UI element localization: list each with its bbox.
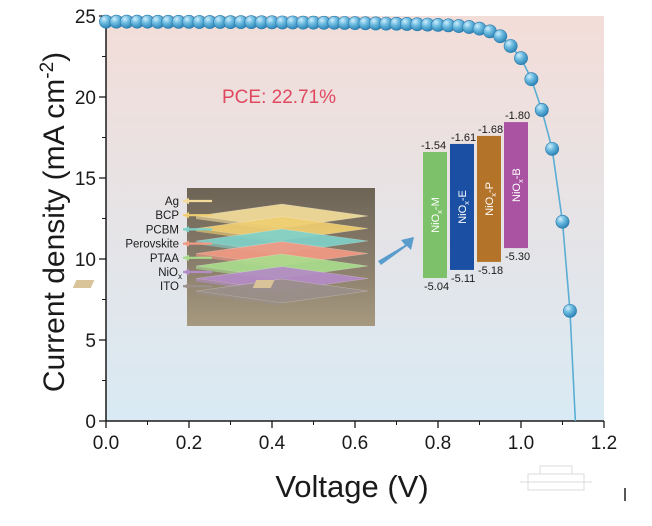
data-point (514, 51, 528, 66)
layer-label: PTAA (150, 253, 180, 265)
homo-label: -5.30 (505, 251, 530, 263)
layer-pointer-head (183, 254, 189, 261)
device-layer-edge (196, 291, 282, 306)
layer-label: NiOx (158, 267, 182, 281)
lumo-label: -1.80 (505, 110, 530, 122)
data-point (524, 72, 539, 87)
layer-label: Ag (165, 196, 179, 208)
layer-pointer-head (183, 268, 189, 276)
layer-label: ITO (160, 281, 179, 293)
x-tick-label: 0.2 (176, 433, 202, 454)
energy-bar (450, 143, 474, 270)
data-point (503, 39, 518, 53)
x-tick-label: 0.0 (93, 433, 119, 454)
homo-label: -5.18 (478, 265, 503, 277)
y-axis-label: Current density (mA cm-2) (37, 52, 71, 392)
y-tick-label: 10 (75, 250, 96, 271)
x-tick-label: 0.6 (342, 433, 368, 454)
lumo-label: -1.61 (451, 132, 476, 144)
x-tick-label: 0.8 (425, 433, 451, 454)
data-point (545, 141, 560, 156)
pointer-arrow (378, 237, 414, 265)
layer-pointer-head (183, 212, 189, 219)
data-point (555, 214, 570, 229)
layer-pointer-head (183, 226, 189, 233)
data-point (563, 303, 577, 318)
material-label: NiOx-M (430, 197, 444, 233)
layer-label: Perovskite (125, 239, 179, 251)
y-tick-label: 20 (75, 88, 96, 109)
electrode (72, 280, 95, 288)
pce-annotation: PCE: 22.71% (222, 87, 336, 108)
watermark (520, 465, 592, 491)
energy-level-diagram: -1.54 -5.04 NiOx-M -1.61 -5.11 NiOx-E -1.68 -5.… (421, 110, 530, 293)
layer-pointer-head (183, 240, 189, 247)
electrode (252, 280, 275, 288)
energy-bar (477, 135, 501, 262)
y-tick-label: 0 (85, 412, 96, 433)
homo-label: -5.04 (424, 281, 449, 293)
material-label: NiOx-P (484, 182, 498, 216)
x-tick-label: 0.4 (259, 433, 286, 454)
y-tick-label: 5 (85, 331, 96, 352)
layer-label: PCBM (146, 224, 179, 236)
axes: 0.0 0.2 0.4 0.6 0.8 1.0 1.2 0 5 10 15 20 25 (75, 7, 617, 454)
jv-curve (99, 14, 577, 422)
x-axis-label: Voltage (V) (275, 469, 428, 504)
layer-label: BCP (155, 210, 179, 222)
x-tick-label: 1.2 (591, 433, 617, 454)
energy-bar (423, 152, 447, 278)
homo-label: -5.11 (451, 273, 475, 285)
lumo-label: -1.68 (478, 124, 503, 136)
y-tick-label: 25 (75, 7, 96, 28)
lumo-label: -1.54 (421, 140, 446, 152)
material-label: NiOx-B (511, 168, 525, 202)
material-label: NiOx-E (457, 190, 471, 224)
energy-bar (504, 122, 528, 249)
data-point (493, 29, 508, 44)
layer-pointer-head (183, 283, 189, 290)
data-point (534, 103, 549, 117)
y-tick-label: 15 (75, 169, 96, 190)
layer-pointer-head (183, 197, 189, 205)
x-tick-label: 1.0 (508, 433, 534, 454)
